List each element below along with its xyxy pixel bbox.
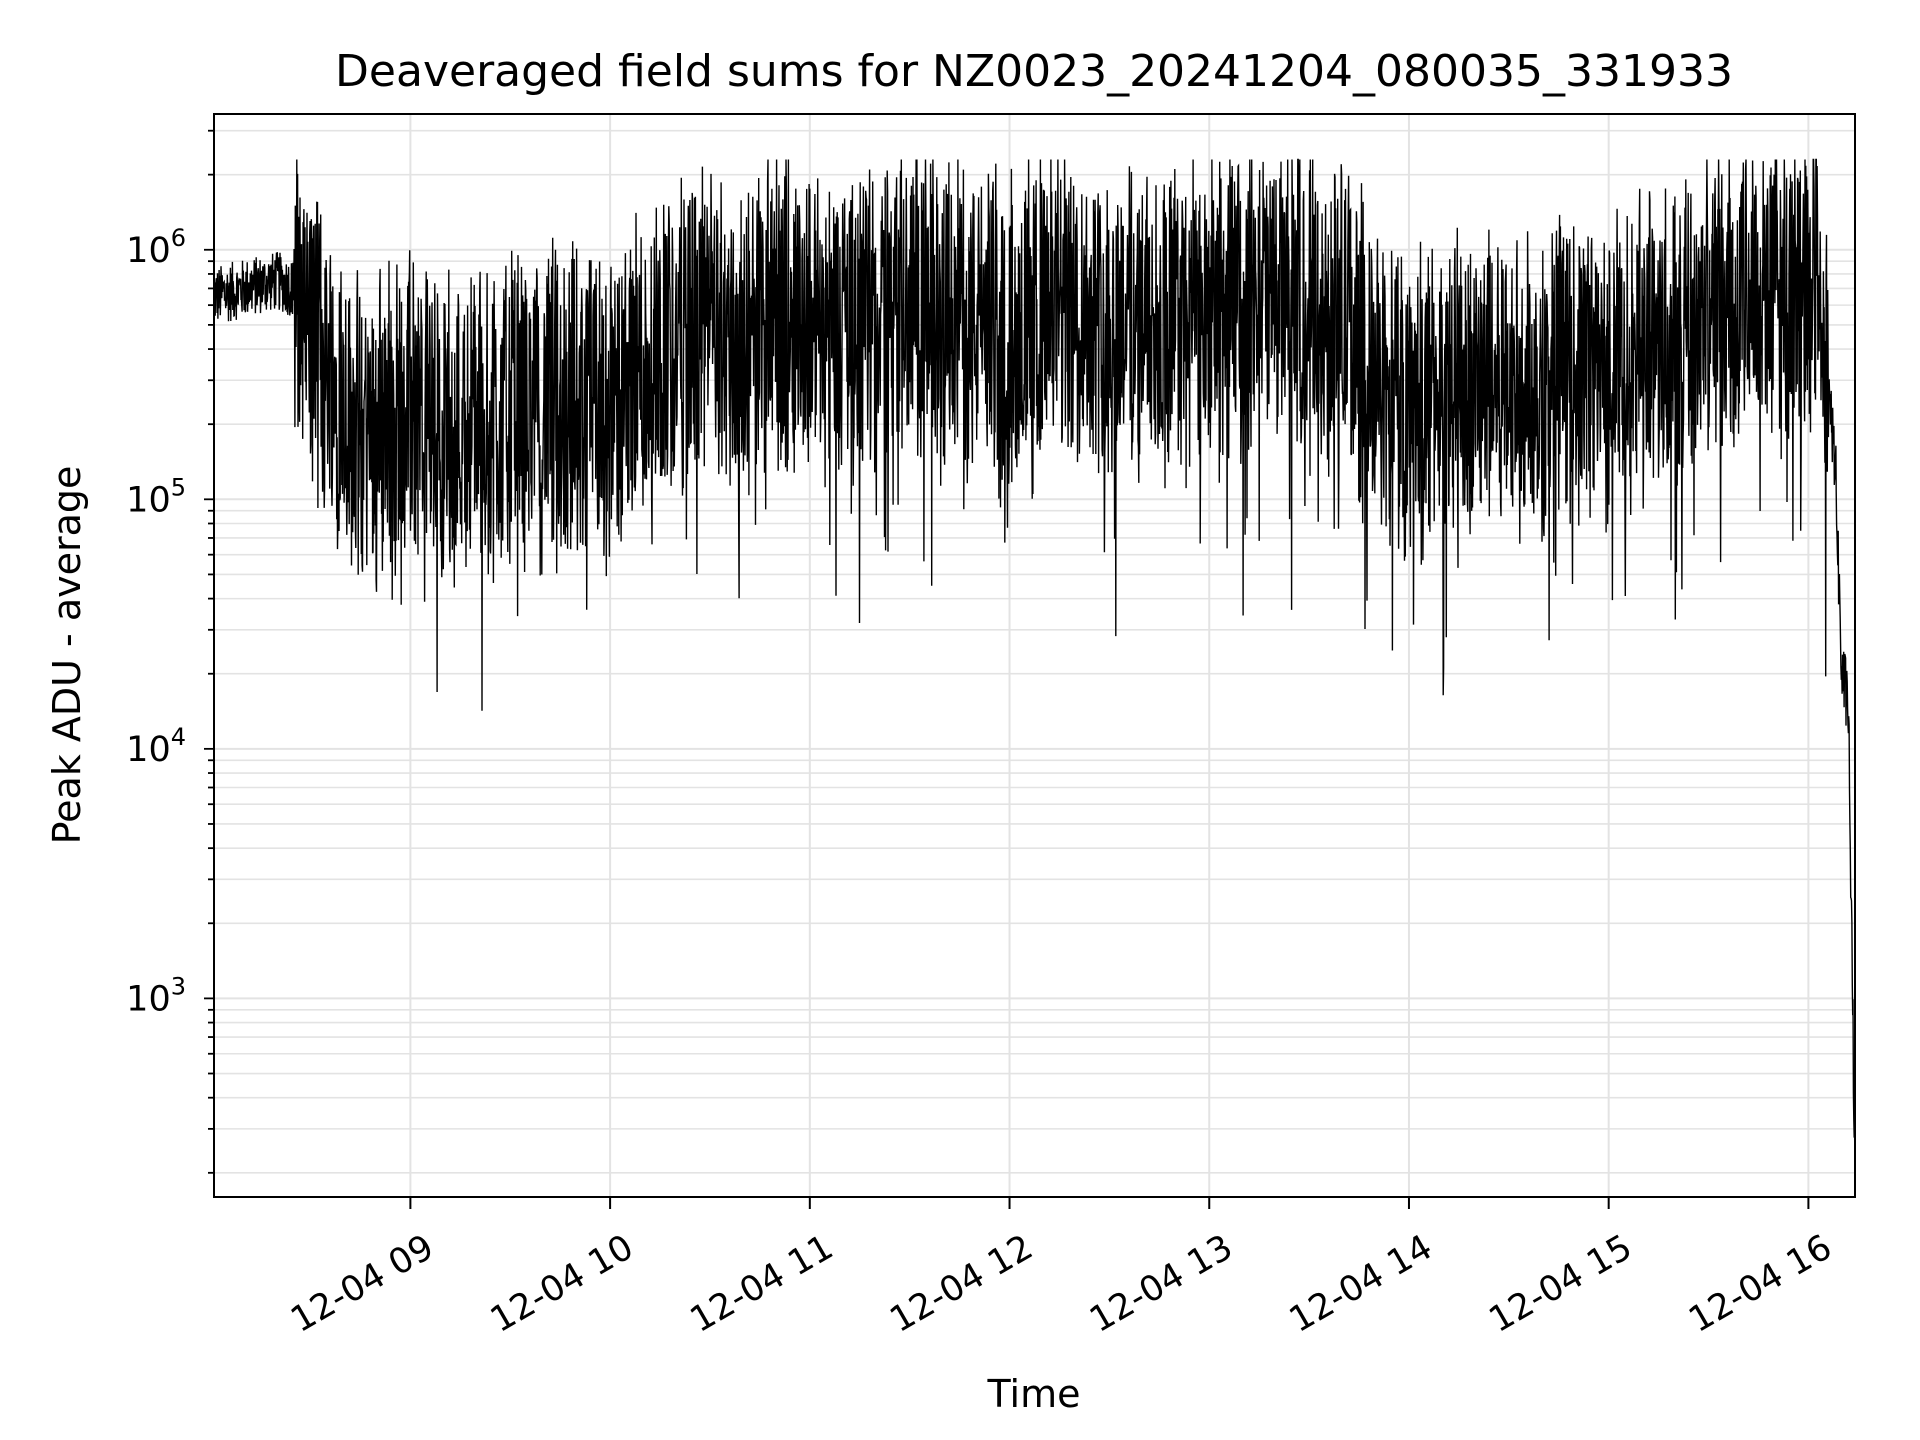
y-tick-label: 105	[126, 473, 186, 520]
y-axis-label: Peak ADU - average	[45, 466, 89, 845]
y-tick-label: 103	[126, 972, 186, 1019]
grid	[214, 114, 1855, 1197]
series-group	[213, 158, 1856, 1182]
chart-title: Deaveraged field sums for NZ0023_2024120…	[335, 46, 1733, 97]
x-axis-label: Time	[987, 1372, 1081, 1416]
y-tick-label: 104	[126, 723, 186, 770]
data-line-series	[213, 158, 1856, 1182]
plot-frame	[213, 113, 1856, 1198]
y-tick-label: 106	[126, 224, 186, 271]
